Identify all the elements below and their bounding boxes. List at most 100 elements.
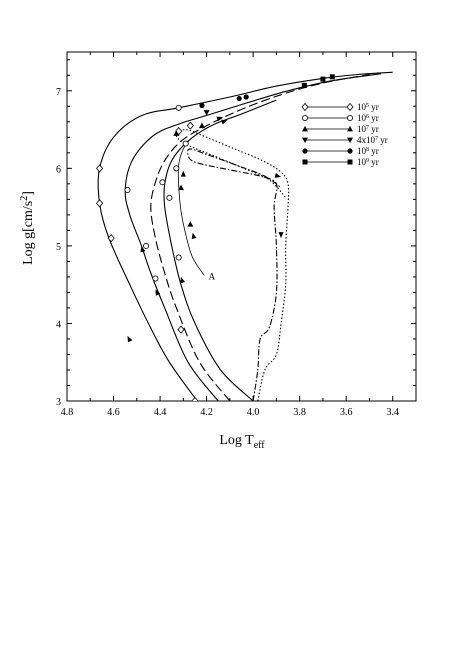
legend-entry: 108 yr [302,146,379,156]
x-tick-label: 3.8 [293,407,306,418]
direction-arrow [221,119,228,125]
legend-entry: 109 yr [302,157,379,167]
marker-square-filled [301,82,307,88]
x-tick-label: 4.0 [247,407,260,418]
marker-circle-filled [243,94,249,100]
marker-triangle-up [198,122,205,129]
legend-marker-triangle-down [347,137,353,143]
direction-arrow [191,232,197,240]
y-tick-label: 4 [56,319,61,330]
legend-marker-diamond-open [301,102,309,112]
marker-diamond-open [177,325,185,334]
marker-circle-open [166,194,173,201]
legend-label: 108 yr [357,146,379,156]
marker-diamond-open [191,396,199,401]
legend-label-unit: yr [369,146,379,156]
legend-label: 107 yr [357,124,379,134]
legend-label-unit: yr [369,124,379,134]
legend-label-unit: yr [369,157,379,167]
marker-circle-open [175,104,182,111]
legend-label-unit: yr [378,135,388,145]
legend-marker-square-filled [347,159,353,165]
series-line-7 [177,138,205,276]
legend-entry: 105 yr [301,102,379,112]
curves-group [96,71,393,401]
y-tick-label: 7 [56,87,61,98]
marker-triangle-up [187,221,194,227]
legend-label-base: 10 [357,146,367,156]
series-line-4 [163,99,277,401]
legend-entry: 106 yr [301,113,379,123]
legend-label-exponent: 9 [366,158,369,164]
legend-label-unit: yr [369,113,379,123]
marker-diamond-open [107,234,115,243]
x-tick-label: 4.2 [200,407,213,418]
marker-circle-filled [199,102,205,109]
marker-triangle-up [173,130,180,136]
x-axis-label: Log Teff [219,433,265,451]
marker-diamond-open [186,121,194,130]
legend-label-exponent: 8 [366,147,369,153]
series-line-2 [124,73,382,401]
legend-label-base: 10 [357,102,367,112]
legend-marker-triangle-down [302,137,308,143]
series-line-5 [187,148,282,401]
marker-diamond-open [96,199,104,208]
y-tick-label: 3 [56,397,61,408]
marker-square-filled [329,74,335,80]
y-tick-label: 5 [56,242,61,253]
legend-label-exponent: 6 [366,114,369,120]
marker-diamond-open [96,164,104,173]
marker-square-filled [320,76,326,82]
legend-label: 109 yr [357,157,379,167]
legend-label-base: 10 [357,157,367,167]
legend-label: 106 yr [357,113,379,123]
x-tick-label: 4.6 [107,407,120,418]
x-tick-label: 3.6 [340,407,353,418]
x-tick-label: 4.8 [61,407,74,418]
direction-arrow [216,116,223,122]
legend-marker-square-filled [302,159,308,165]
legend-marker-circle-open [346,115,353,122]
legend-entry: 107 yr [302,124,379,134]
direction-arrow [127,335,133,343]
marker-diamond-open [175,126,183,136]
y-tick-label: 6 [56,164,61,175]
x-tick-label: 3.4 [386,407,399,418]
plot-frame [66,51,417,402]
marker-circle-open [173,165,180,172]
legend-marker-diamond-open [346,102,354,112]
marker-circle-open [152,275,159,282]
marker-circle-filled [236,95,242,102]
legend-label-unit: yr [369,102,379,112]
legend-label-base: 10 [357,113,367,123]
legend-label-exponent: 7 [366,125,369,131]
legend-label-base: 4x10 [357,135,376,145]
direction-arrow [155,289,161,296]
legend-label-exponent: 7 [375,136,378,142]
series-line-3 [150,73,370,401]
legend-label-exponent: 5 [366,103,369,109]
marker-circle-open [159,179,166,186]
legend-label: 4x107 yr [357,135,388,145]
marker-triangle-down [203,110,210,116]
x-tick-label: 4.4 [154,407,167,418]
marker-triangle-up [178,184,185,191]
marker-circle-open [124,187,131,194]
marker-circle-open [182,140,189,147]
legend-marker-triangle-up [302,126,308,132]
direction-arrow [180,170,186,177]
legend-marker-circle-filled [302,148,308,154]
legend-entry: 4x107 yr [302,135,388,145]
direction-arrow [180,276,186,284]
direction-arrow [140,245,146,253]
marker-circle-open [143,242,150,249]
annotation-label: A [209,271,216,281]
direction-arrow [278,232,284,239]
series-line-6 [175,129,290,401]
series-line-1 [97,71,393,401]
marker-circle-open [175,254,182,261]
y-axis-label: Log g[cm/s2] [19,191,36,265]
legend-marker-triangle-up [347,126,353,132]
